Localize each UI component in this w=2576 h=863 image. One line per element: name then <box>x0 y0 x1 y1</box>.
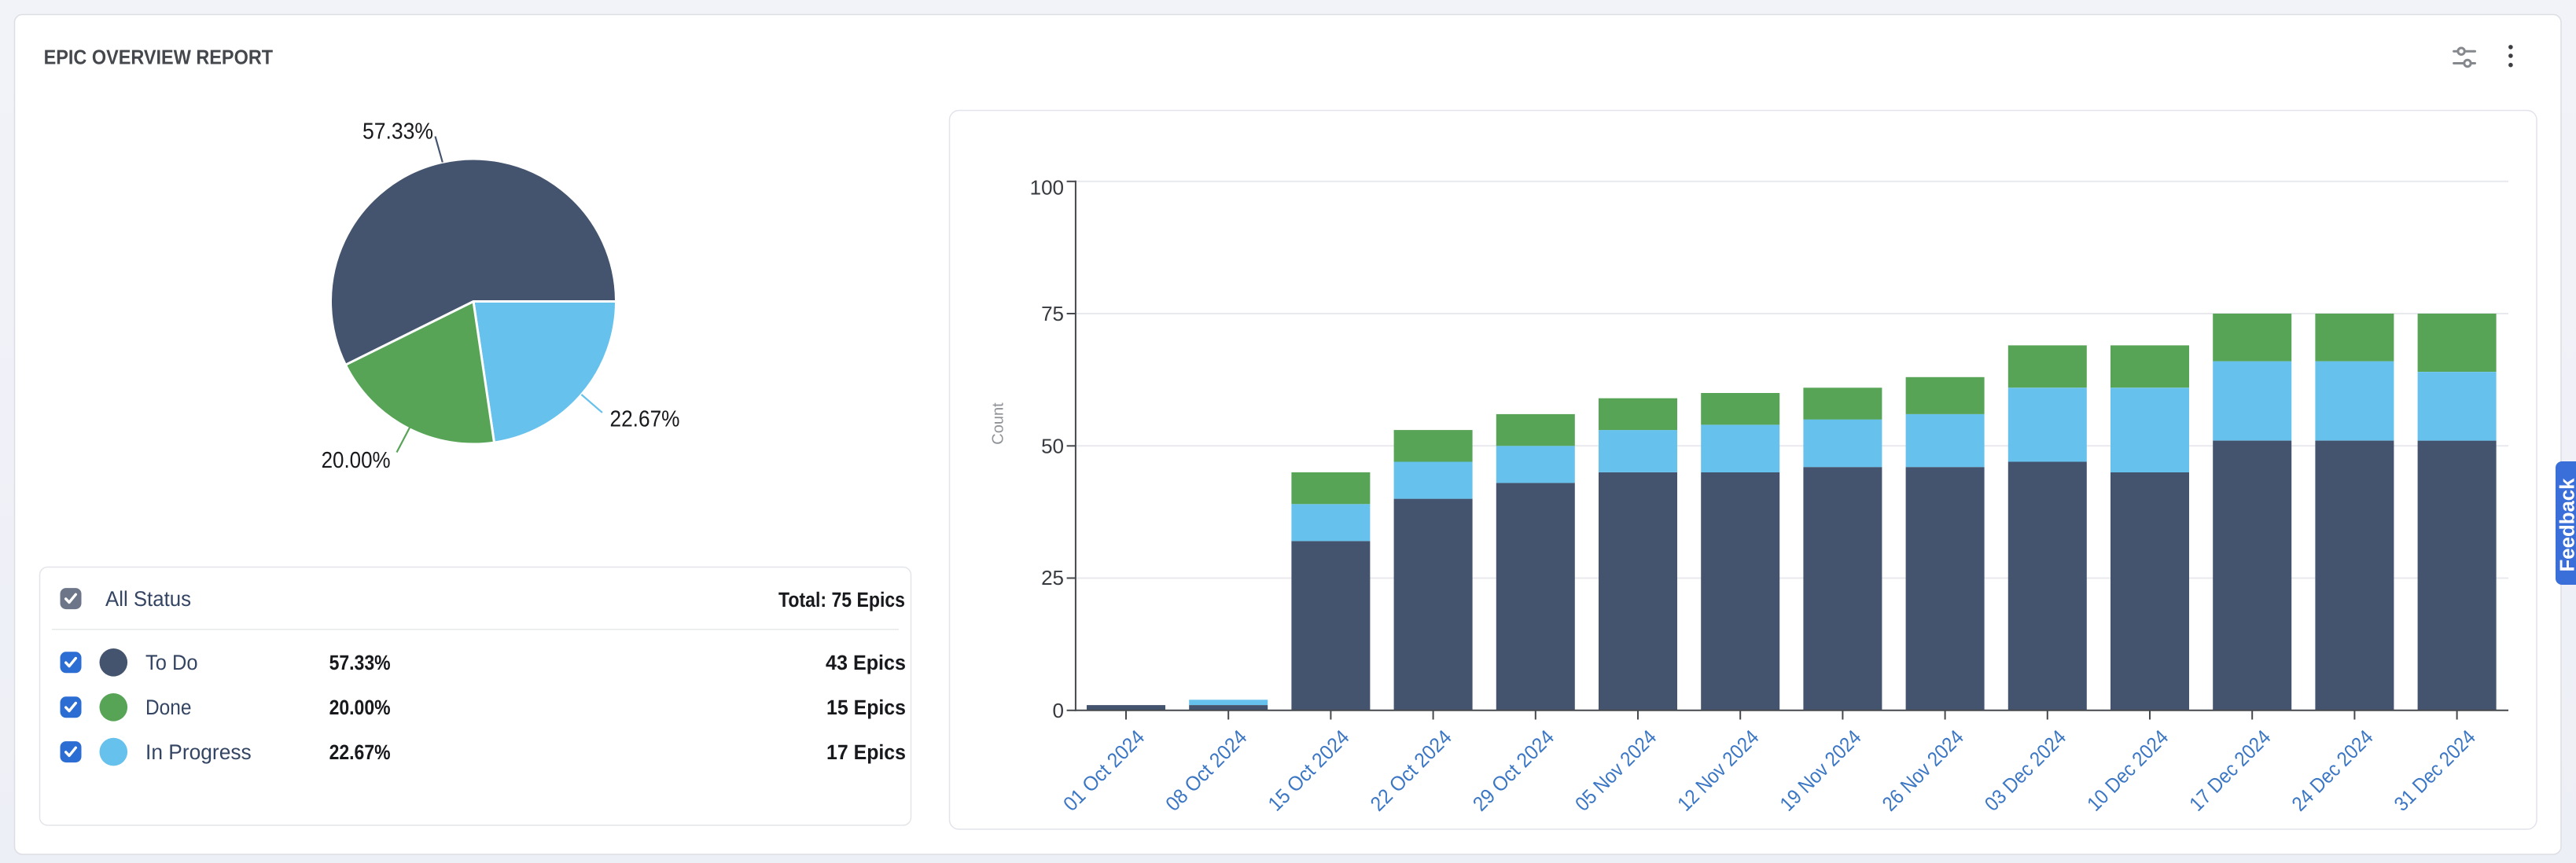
svg-text:20.00%: 20.00% <box>322 448 391 473</box>
svg-text:In Progress: In Progress <box>145 740 252 764</box>
svg-text:50: 50 <box>1041 434 1064 457</box>
svg-text:22.67%: 22.67% <box>610 407 680 432</box>
svg-text:Feedback: Feedback <box>2556 478 2576 572</box>
svg-text:57.33%: 57.33% <box>329 651 391 674</box>
svg-text:43 Epics: 43 Epics <box>826 651 906 674</box>
svg-text:0: 0 <box>1053 699 1064 722</box>
svg-text:Done: Done <box>145 696 191 719</box>
svg-text:Count: Count <box>990 402 1007 445</box>
svg-text:17 Epics: 17 Epics <box>826 740 906 764</box>
svg-text:75: 75 <box>1041 302 1064 325</box>
svg-text:Total: 75 Epics: Total: 75 Epics <box>778 588 905 611</box>
svg-text:20.00%: 20.00% <box>329 696 391 719</box>
svg-text:100: 100 <box>1030 175 1064 199</box>
svg-text:EPIC OVERVIEW REPORT: EPIC OVERVIEW REPORT <box>44 45 274 68</box>
svg-text:22.67%: 22.67% <box>329 740 391 764</box>
svg-text:57.33%: 57.33% <box>362 119 433 145</box>
svg-text:25: 25 <box>1041 566 1064 589</box>
svg-text:To Do: To Do <box>145 651 198 674</box>
svg-text:15 Epics: 15 Epics <box>826 696 906 719</box>
svg-text:All Status: All Status <box>105 587 191 611</box>
